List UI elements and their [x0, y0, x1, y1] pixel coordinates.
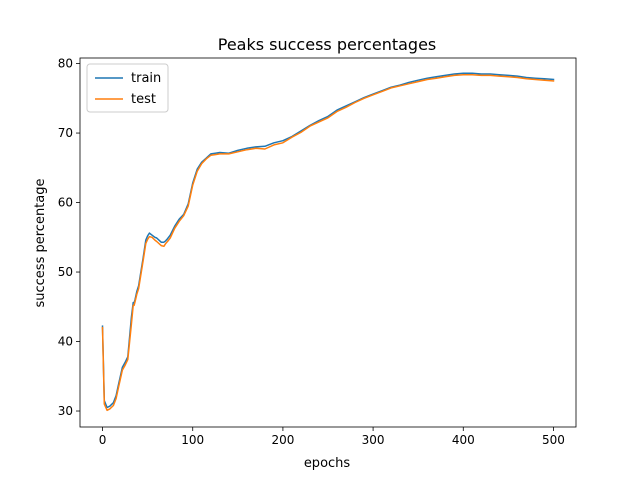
- series-line-test: [101, 73, 555, 412]
- y-tick-label: 30: [58, 404, 73, 418]
- x-tick-label: 500: [542, 433, 565, 447]
- y-tick-label: 80: [58, 57, 73, 71]
- y-tick-label: 50: [58, 265, 73, 279]
- plot-area: 0 100 200 300 400 500 30 40 50 60 70 80: [58, 57, 577, 447]
- axes-frame: [79, 57, 577, 428]
- y-axis-label: success percentage: [33, 179, 48, 308]
- chart-title: Peaks success percentages: [218, 35, 437, 54]
- legend-label-train: train: [131, 71, 161, 86]
- legend-label-test: test: [131, 92, 156, 107]
- x-tick-label: 300: [362, 433, 385, 447]
- y-tick-label: 40: [58, 335, 73, 349]
- x-tick-label: 100: [181, 433, 204, 447]
- x-tick-label: 200: [271, 433, 294, 447]
- x-tick-label: 400: [452, 433, 475, 447]
- y-tick-label: 60: [58, 196, 73, 210]
- x-tick-label: 0: [99, 433, 107, 447]
- y-tick-label: 70: [58, 126, 73, 140]
- series-line-train: [101, 72, 555, 409]
- legend: train test: [86, 63, 169, 113]
- legend-box: [86, 63, 169, 113]
- x-axis-label: epochs: [304, 456, 351, 471]
